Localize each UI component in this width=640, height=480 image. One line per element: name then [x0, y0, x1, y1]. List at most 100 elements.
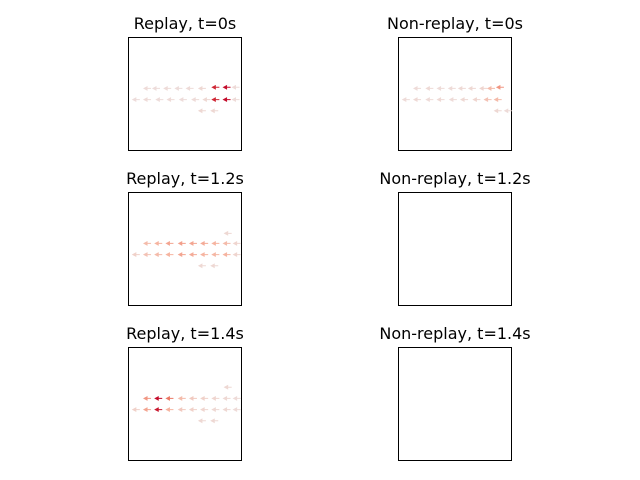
- quiver-arrow: [185, 85, 194, 91]
- quiver-arrow: [200, 395, 209, 401]
- quiver-arrow: [174, 85, 183, 91]
- quiver-arrow: [131, 407, 140, 413]
- quiver-arrow: [425, 97, 434, 103]
- panel-replay-t1-2: [128, 192, 242, 306]
- quiver-arrow: [222, 252, 231, 258]
- quiver-arrow: [232, 395, 241, 401]
- quiver-arrow: [142, 240, 152, 246]
- quiver-arrow: [200, 407, 209, 413]
- panel-nonreplay-t1-2: [398, 192, 512, 306]
- quiver-arrow: [412, 85, 422, 91]
- quiver-arrow: [191, 97, 200, 103]
- arrow-field: [131, 84, 240, 114]
- quiver-arrow: [154, 407, 163, 413]
- panel-title-replay-t1-4: Replay, t=1.4s: [126, 324, 244, 343]
- quiver-arrow: [131, 252, 140, 258]
- quiver-arrow: [231, 97, 240, 103]
- quiver-arrow: [154, 252, 163, 258]
- quiver-arrow: [493, 108, 502, 114]
- quiver-arrow: [460, 97, 469, 103]
- quiver-arrow: [177, 407, 186, 413]
- quiver-arrow: [142, 407, 152, 413]
- quiver-arrow: [197, 263, 206, 269]
- quiver-arrow: [211, 240, 220, 246]
- quiver-arrow: [211, 84, 220, 90]
- quiver-arrow: [177, 395, 186, 401]
- quiver-arrow: [211, 252, 220, 258]
- panel-title-replay-t0: Replay, t=0s: [134, 14, 236, 33]
- quiver-arrow: [232, 407, 241, 413]
- quiver-arrow: [222, 395, 231, 401]
- quiver-arrow: [448, 97, 457, 103]
- quiver-arrow: [223, 230, 232, 236]
- quiver-arrow: [412, 97, 422, 103]
- panel-title-nonreplay-t1-4: Non-replay, t=1.4s: [379, 324, 530, 343]
- quiver-arrow: [210, 108, 219, 114]
- panel-title-nonreplay-t0: Non-replay, t=0s: [387, 14, 523, 33]
- quiver-arrow: [425, 85, 434, 91]
- quiver-arrow: [232, 252, 241, 258]
- quiver-arrow: [165, 252, 174, 258]
- quiver-arrow: [197, 85, 206, 91]
- quiver-arrow: [231, 84, 240, 90]
- panel-title-nonreplay-t1-2: Non-replay, t=1.2s: [379, 169, 530, 188]
- arrow-field: [131, 230, 241, 269]
- quiver-arrow: [142, 395, 152, 401]
- quiver-arrow: [188, 395, 197, 401]
- panel-replay-t1-4: [128, 347, 242, 461]
- quiver-arrow: [188, 240, 197, 246]
- quiver-arrow: [222, 97, 231, 103]
- quiver-arrow: [178, 97, 187, 103]
- quiver-arrow: [151, 85, 160, 91]
- quiver-arrow: [166, 97, 175, 103]
- axes-frame: [128, 347, 242, 461]
- quiver-arrow: [131, 97, 140, 103]
- panel-nonreplay-t0: [398, 37, 512, 151]
- axes-frame: [398, 192, 512, 306]
- quiver-arrow: [154, 240, 163, 246]
- quiver-arrow: [222, 240, 231, 246]
- quiver-arrow: [483, 97, 492, 103]
- axes-frame: [398, 347, 512, 461]
- axes-frame: [128, 37, 242, 151]
- quiver-arrow: [493, 97, 502, 103]
- quiver-arrow: [232, 240, 241, 246]
- quiver-arrow: [165, 240, 174, 246]
- quiver-arrow: [210, 263, 219, 269]
- quiver-arrow: [503, 108, 512, 114]
- quiver-arrow: [200, 252, 209, 258]
- axes-frame: [128, 192, 242, 306]
- quiver-arrow: [197, 418, 206, 424]
- quiver-arrow: [211, 407, 220, 413]
- panel-title-replay-t1-2: Replay, t=1.2s: [126, 169, 244, 188]
- quiver-arrow: [211, 395, 220, 401]
- quiver-arrow: [222, 407, 231, 413]
- quiver-arrow: [447, 85, 456, 91]
- quiver-arrow: [165, 395, 174, 401]
- quiver-arrow: [142, 85, 152, 91]
- quiver-arrow: [155, 97, 164, 103]
- quiver-arrow: [401, 97, 410, 103]
- panel-replay-t0: [128, 37, 242, 151]
- quiver-arrow: [211, 97, 220, 103]
- quiver-arrow: [202, 97, 211, 103]
- quiver-arrow: [177, 240, 186, 246]
- quiver-arrow: [197, 108, 206, 114]
- quiver-arrow: [495, 84, 504, 90]
- axes-frame: [398, 37, 512, 151]
- panel-nonreplay-t1-4: [398, 347, 512, 461]
- quiver-arrow: [142, 252, 152, 258]
- quiver-arrow: [163, 85, 172, 91]
- quiver-arrow: [222, 84, 231, 90]
- quiver-arrow: [457, 85, 466, 91]
- quiver-arrow: [436, 97, 445, 103]
- quiver-arrow: [154, 395, 163, 401]
- arrow-field: [401, 84, 512, 114]
- quiver-arrow: [436, 85, 445, 91]
- quiver-arrow: [177, 252, 186, 258]
- quiver-arrow: [142, 97, 152, 103]
- quiver-arrow: [210, 418, 219, 424]
- quiver-arrow: [200, 240, 209, 246]
- quiver-arrow: [486, 85, 495, 91]
